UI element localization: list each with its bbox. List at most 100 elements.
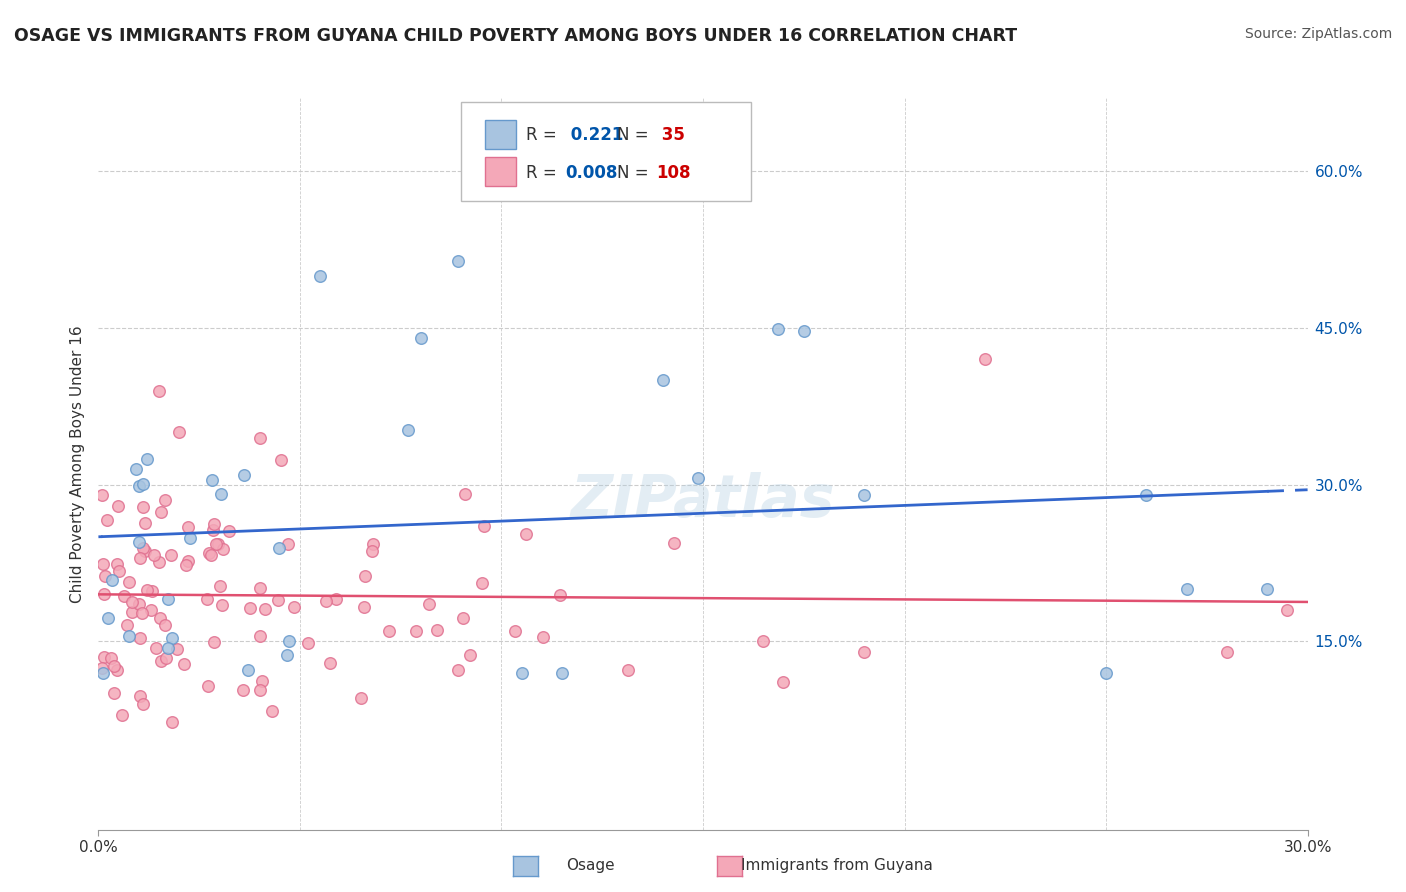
Point <box>118 629 141 643</box>
Point <box>91 661 114 675</box>
Point <box>662 535 685 549</box>
Point <box>201 524 224 538</box>
Text: 35: 35 <box>655 126 685 144</box>
Point <box>157 641 180 656</box>
Point <box>325 591 347 606</box>
Point <box>200 549 222 563</box>
Point <box>278 634 301 648</box>
Point <box>249 581 271 595</box>
Point <box>772 674 794 689</box>
Text: 108: 108 <box>655 164 690 182</box>
Point <box>454 487 477 501</box>
Point <box>91 557 114 571</box>
Point <box>111 707 134 722</box>
Point <box>100 651 122 665</box>
FancyBboxPatch shape <box>461 102 751 201</box>
Point <box>132 477 155 491</box>
Point <box>105 557 128 571</box>
Point <box>94 568 117 582</box>
Point <box>93 587 115 601</box>
Point <box>309 268 332 283</box>
Point <box>150 654 173 668</box>
Point <box>350 690 373 705</box>
Point <box>405 624 427 639</box>
Point <box>129 689 152 703</box>
Point <box>793 324 815 338</box>
Point <box>250 673 273 688</box>
Point <box>153 618 176 632</box>
Point <box>197 679 219 693</box>
Text: ZIPatlas: ZIPatlas <box>571 472 835 529</box>
Point <box>205 537 228 551</box>
Point <box>548 588 571 602</box>
Point <box>460 648 482 663</box>
Point <box>162 715 184 730</box>
Point <box>409 331 432 345</box>
Text: R =: R = <box>526 164 562 182</box>
Point <box>318 657 340 671</box>
Point <box>160 549 183 563</box>
Point <box>472 519 495 533</box>
Point <box>239 601 262 615</box>
Point <box>276 648 298 663</box>
Point <box>361 537 384 551</box>
Point <box>209 487 232 501</box>
Text: 0.008: 0.008 <box>565 164 617 182</box>
Point <box>155 651 177 665</box>
Point <box>101 574 124 588</box>
Point <box>207 537 229 551</box>
Point <box>853 488 876 502</box>
Point <box>173 657 195 672</box>
Point <box>651 373 673 387</box>
Point <box>131 606 153 620</box>
Point <box>505 624 527 638</box>
Point <box>270 453 292 467</box>
Point <box>231 682 253 697</box>
Point <box>103 686 125 700</box>
Point <box>510 665 533 680</box>
Text: N =: N = <box>617 164 654 182</box>
Point <box>177 554 200 568</box>
Point <box>1256 582 1278 597</box>
Point <box>96 513 118 527</box>
Point <box>249 432 271 446</box>
Point <box>121 605 143 619</box>
Point <box>132 697 155 711</box>
Point <box>277 537 299 551</box>
Point <box>315 593 337 607</box>
Point <box>616 663 638 677</box>
Point <box>447 254 470 268</box>
Point <box>125 461 148 475</box>
Point <box>283 599 305 614</box>
Text: OSAGE VS IMMIGRANTS FROM GUYANA CHILD POVERTY AMONG BOYS UNDER 16 CORRELATION CH: OSAGE VS IMMIGRANTS FROM GUYANA CHILD PO… <box>14 27 1017 45</box>
Point <box>128 597 150 611</box>
Point <box>93 650 115 665</box>
Point <box>1135 488 1157 502</box>
Point <box>211 598 233 612</box>
Point <box>134 516 156 531</box>
Point <box>103 659 125 673</box>
Point <box>179 531 201 545</box>
Point <box>752 634 775 648</box>
Point <box>453 611 475 625</box>
Point <box>249 629 271 643</box>
Point <box>107 499 129 513</box>
Text: N =: N = <box>617 126 654 144</box>
Point <box>141 584 163 599</box>
Point <box>974 352 997 367</box>
Point <box>108 564 131 578</box>
Point <box>1277 603 1299 617</box>
Point <box>418 597 440 611</box>
Point <box>201 473 224 487</box>
FancyBboxPatch shape <box>485 157 516 186</box>
Text: Source: ZipAtlas.com: Source: ZipAtlas.com <box>1244 27 1392 41</box>
Point <box>115 618 138 632</box>
Point <box>766 322 789 336</box>
Point <box>131 541 153 555</box>
Point <box>686 471 709 485</box>
Point <box>91 666 114 681</box>
Point <box>238 663 260 677</box>
Point <box>156 591 179 606</box>
Point <box>135 451 157 466</box>
Point <box>167 425 190 440</box>
